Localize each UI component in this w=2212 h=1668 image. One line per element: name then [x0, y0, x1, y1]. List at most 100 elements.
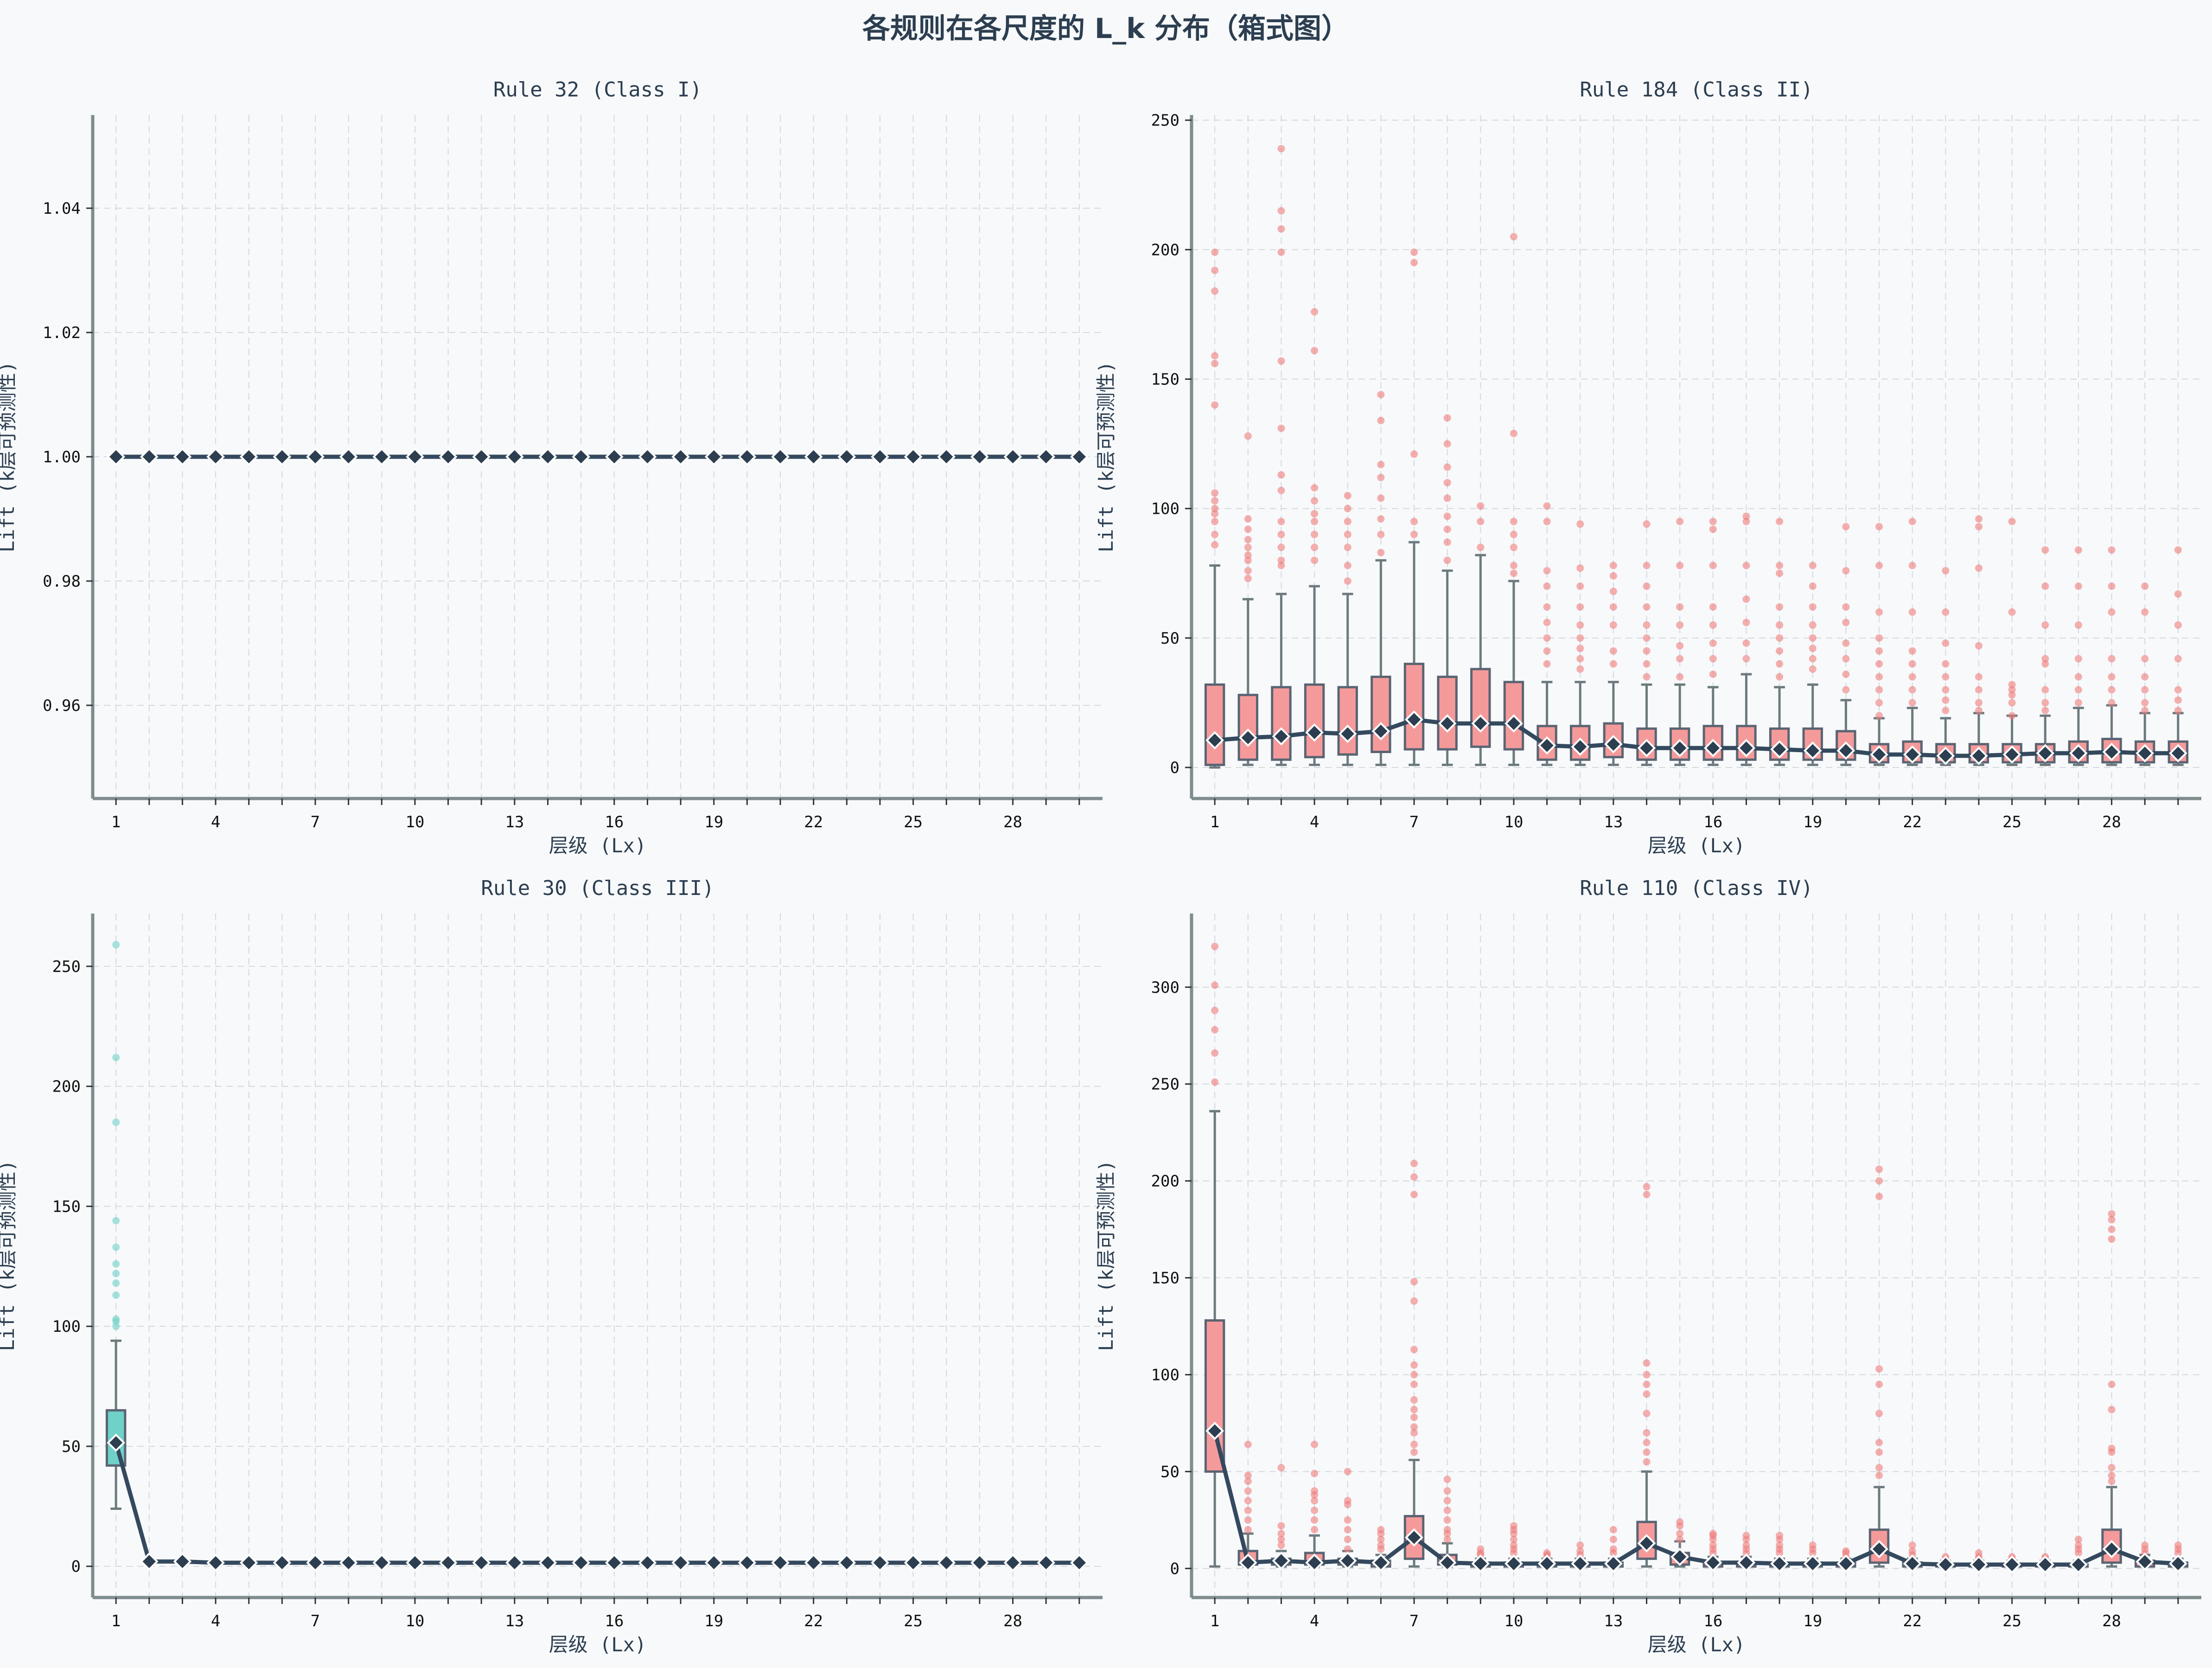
outlier-point	[2141, 673, 2149, 681]
outlier-point	[1311, 1470, 1319, 1477]
outlier-point	[1311, 1506, 1319, 1514]
mean-marker	[206, 447, 225, 466]
box-group	[1337, 593, 1358, 766]
outlier-point	[1244, 1506, 1252, 1514]
outlier-point	[1643, 621, 1651, 629]
box-rect	[1337, 686, 1358, 756]
outlier-point	[1410, 1361, 1418, 1369]
outlier-point	[2108, 699, 2116, 707]
outlier-point	[2108, 686, 2116, 694]
y-tick-label: 250	[52, 958, 81, 976]
outlier-point	[112, 1260, 120, 1268]
x-tick-label: 25	[2002, 813, 2021, 831]
outlier-point	[1377, 515, 1385, 523]
outlier-point	[1443, 494, 1451, 502]
x-tick-label: 13	[1604, 813, 1623, 831]
y-tick-label: 1.04	[43, 199, 81, 218]
outlier-point	[1908, 608, 1916, 616]
outlier-point	[1443, 440, 1451, 448]
outlier-point	[1975, 686, 1983, 694]
outlier-point	[1643, 1371, 1651, 1379]
outlier-point	[1643, 1359, 1651, 1367]
y-tick-label: 150	[1151, 1269, 1179, 1288]
mean-marker	[1703, 739, 1722, 757]
box-rect	[1271, 686, 1292, 761]
outlier-point	[1709, 525, 1717, 533]
outlier-point	[1211, 505, 1219, 512]
outlier-point	[1576, 621, 1584, 629]
x-tick-label: 13	[505, 813, 524, 831]
y-tick-label: 300	[1151, 978, 1179, 997]
y-tick-label: 200	[52, 1078, 81, 1096]
outlier-point	[1510, 569, 1517, 577]
y-tick-label: 50	[1160, 629, 1179, 648]
outlier-point	[1776, 660, 1784, 668]
outlier-point	[1311, 556, 1319, 564]
mean-marker	[273, 447, 292, 466]
subplot-2: 1 4 7 10 13 16 19 22 25 28 0 50 100 150 200 250 Rule 184…	[1095, 78, 2201, 857]
outlier-point	[1809, 655, 1817, 663]
outlier-point	[1277, 145, 1285, 153]
outlier-point	[1776, 603, 1784, 611]
x-tick-label: 16	[605, 813, 624, 831]
x-tick-label: 25	[2002, 1612, 2021, 1630]
outlier-point	[2008, 691, 2016, 699]
outlier-point	[1410, 518, 1418, 525]
outlier-point	[1344, 1545, 1351, 1553]
mean-marker	[1604, 1554, 1623, 1573]
outlier-point	[2141, 707, 2149, 715]
outlier-point	[2174, 696, 2182, 704]
outlier-point	[1776, 569, 1784, 577]
x-tick-label: 4	[1310, 1612, 1319, 1630]
outlier-point	[1908, 686, 1916, 694]
outlier-point	[1543, 660, 1551, 668]
outlier-point	[1543, 603, 1551, 611]
mean-marker	[472, 1553, 491, 1572]
outlier-point	[2074, 655, 2082, 663]
mean-marker	[904, 1553, 923, 1572]
outlier-point	[1211, 530, 1219, 538]
outlier-point	[1410, 1278, 1418, 1285]
mean-marker	[2102, 1540, 2121, 1559]
box-group	[1271, 593, 1292, 766]
outlier-point	[1908, 647, 1916, 655]
outlier-point	[2041, 660, 2049, 668]
outlier-point	[1809, 1541, 1817, 1549]
x-tick-label: 28	[2102, 813, 2121, 831]
mean-marker	[1504, 714, 1523, 733]
outlier-point	[1643, 1429, 1651, 1437]
outlier-point	[1942, 567, 1950, 575]
outlier-point	[1410, 1423, 1418, 1431]
outlier-point	[1211, 541, 1219, 549]
outlier-point	[1410, 1406, 1418, 1413]
outlier-point	[2074, 699, 2082, 707]
outlier-point	[1942, 639, 1950, 647]
outlier-point	[1311, 347, 1319, 355]
outlier-point	[1377, 530, 1385, 538]
mean-marker	[1338, 1551, 1357, 1570]
x-tick-label: 16	[1703, 1612, 1722, 1630]
outlier-point	[1742, 639, 1750, 647]
mean-marker	[1371, 1553, 1390, 1572]
mean-marker	[1737, 739, 1756, 757]
box-group	[1437, 569, 1458, 766]
outlier-point	[1277, 530, 1285, 538]
outlier-point	[1344, 505, 1351, 512]
mean-marker	[173, 447, 192, 466]
mean-marker	[1670, 739, 1689, 757]
outlier-point	[1410, 1413, 1418, 1421]
outlier-point	[1377, 549, 1385, 556]
y-axis-label: Lift (k层可预测性)	[0, 1160, 19, 1351]
outlier-point	[1776, 634, 1784, 642]
outlier-point	[1543, 647, 1551, 655]
outlier-point	[1244, 543, 1252, 551]
outlier-point	[1742, 562, 1750, 569]
outlier-point	[1576, 645, 1584, 652]
outlier-point	[2108, 1444, 2116, 1452]
mean-marker	[1604, 735, 1623, 754]
x-tick-label: 10	[1504, 1612, 1523, 1630]
mean-marker	[1438, 714, 1457, 733]
outlier-point	[1709, 621, 1717, 629]
outlier-point	[1975, 515, 1983, 523]
mean-marker	[306, 447, 325, 466]
